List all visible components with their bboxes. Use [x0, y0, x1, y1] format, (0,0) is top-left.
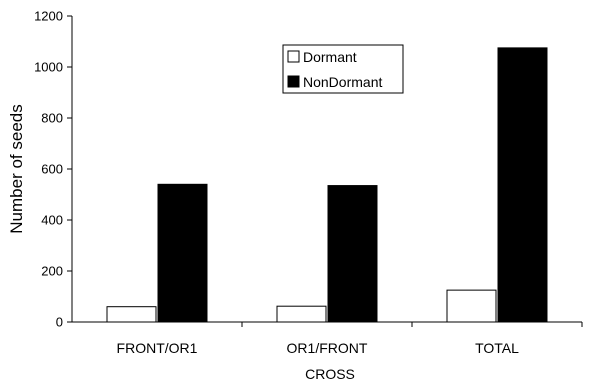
- bar-dormant-3: [446, 289, 497, 323]
- legend-swatch-nondormant: [287, 75, 300, 88]
- bar-dormant-2: [276, 305, 327, 323]
- y-tick-label: 1200: [34, 9, 63, 24]
- y-tick-label: 400: [41, 213, 63, 228]
- y-tick-label: 1000: [34, 60, 63, 75]
- x-axis-ticks: FRONT/OR1 OR1/FRONT TOTAL: [117, 322, 583, 356]
- legend: Dormant NonDormant: [282, 44, 404, 94]
- legend-swatch-dormant: [287, 50, 300, 63]
- y-axis-label: Number of seeds: [7, 104, 26, 233]
- y-tick-label: 200: [41, 264, 63, 279]
- x-tick-label: OR1/FRONT: [287, 340, 368, 356]
- bars: [106, 47, 548, 323]
- x-tick-label: TOTAL: [475, 340, 519, 356]
- bar-nondormant-2: [327, 185, 378, 323]
- legend-box: [282, 44, 404, 94]
- y-axis-ticks: 0 200 400 600 800 1000 1200: [34, 9, 72, 330]
- bar-nondormant-1: [157, 183, 208, 323]
- legend-label-nondormant: NonDormant: [303, 74, 382, 90]
- y-tick-label: 800: [41, 111, 63, 126]
- x-axis-label: CROSS: [305, 366, 355, 382]
- bar-dormant-1: [106, 306, 157, 323]
- y-tick-label: 0: [56, 315, 63, 330]
- x-tick-label: FRONT/OR1: [117, 340, 198, 356]
- y-tick-label: 600: [41, 162, 63, 177]
- bar-nondormant-3: [497, 47, 548, 323]
- legend-label-dormant: Dormant: [303, 49, 357, 65]
